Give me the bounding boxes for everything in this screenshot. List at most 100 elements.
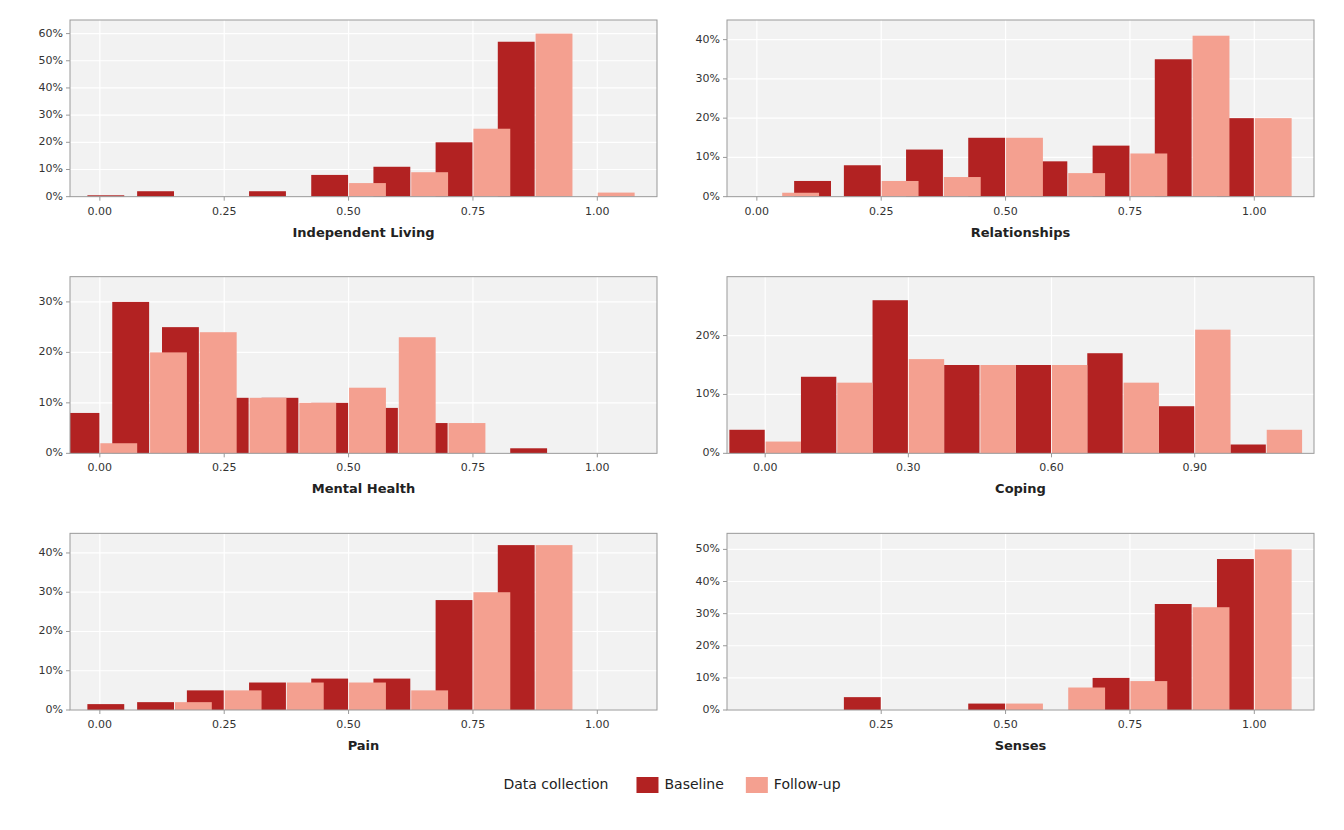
tick-y	[723, 335, 727, 336]
bar	[299, 403, 336, 453]
grid-line-x	[597, 533, 598, 710]
tick-x	[881, 710, 882, 714]
tick-x	[1051, 453, 1052, 457]
bar	[150, 352, 187, 453]
tick-label-y: 40%	[696, 33, 720, 46]
bar	[137, 191, 174, 196]
tick-label-y: 10%	[696, 387, 720, 400]
tick-x	[908, 453, 909, 457]
tick-label-y: 20%	[696, 329, 720, 342]
axis-label-x: Independent Living	[293, 225, 435, 240]
bar	[225, 690, 262, 710]
grid	[727, 277, 1314, 454]
tick-y	[723, 157, 727, 158]
tick-y	[723, 118, 727, 119]
grid-line-x	[348, 277, 349, 454]
bar	[1255, 118, 1292, 197]
tick-label-y: 40%	[39, 81, 63, 94]
tick-label-y: 0%	[703, 446, 720, 459]
tick-x	[348, 710, 349, 714]
tick-label-x: 0.25	[869, 718, 894, 731]
tick-label-x: 0.50	[993, 718, 1018, 731]
tick-y	[66, 402, 70, 403]
tick-x	[756, 197, 757, 201]
bar	[449, 423, 486, 453]
grid-line-x	[1005, 533, 1006, 710]
tick-x	[1254, 710, 1255, 714]
bar	[1052, 365, 1087, 453]
bar	[1195, 330, 1230, 454]
bar	[729, 430, 764, 454]
tick-y	[66, 196, 70, 197]
bar	[473, 592, 510, 710]
grid-line-x	[1129, 533, 1130, 710]
chart-figure: 0%10%20%30%40%50%60%0.000.250.500.751.00…	[0, 0, 1344, 830]
bar	[1193, 36, 1230, 197]
frame	[727, 277, 1314, 454]
grid-line-x	[1005, 20, 1006, 197]
bar	[87, 704, 124, 710]
tick-y	[723, 677, 727, 678]
tick-label-y: 10%	[696, 150, 720, 163]
grid-line-x	[597, 277, 598, 454]
tick-label-y: 10%	[39, 162, 63, 175]
tick-y	[66, 87, 70, 88]
tick-label-x: 0.75	[1118, 718, 1143, 731]
bar	[1016, 365, 1051, 453]
bar	[411, 172, 448, 196]
bar	[1230, 445, 1265, 454]
grid-line-x	[224, 20, 225, 197]
tick-label-y: 20%	[39, 135, 63, 148]
bar	[782, 193, 819, 197]
tick-x	[348, 197, 349, 201]
tick-label-y: 0%	[46, 446, 63, 459]
bar	[1006, 138, 1043, 197]
bar	[944, 365, 979, 453]
tick-label-x: 0.30	[896, 461, 921, 474]
tick-y	[66, 710, 70, 711]
grid-line-x	[1051, 277, 1052, 454]
tick-x	[348, 453, 349, 457]
tick-x	[224, 453, 225, 457]
tick-x	[765, 453, 766, 457]
grid-line-x	[472, 20, 473, 197]
tick-y	[723, 613, 727, 614]
tick-x	[224, 197, 225, 201]
tick-label-x: 0.25	[869, 205, 894, 218]
bar	[349, 183, 386, 197]
tick-label-y: 20%	[39, 345, 63, 358]
tick-y	[723, 196, 727, 197]
legend: Data collectionBaselineFollow-up	[503, 776, 840, 793]
bar	[1193, 607, 1230, 710]
tick-label-x: 0.50	[993, 205, 1018, 218]
bars	[729, 300, 1302, 453]
bar	[1087, 353, 1122, 453]
grid-line-x	[99, 277, 100, 454]
background	[0, 0, 1344, 830]
plot-area	[727, 533, 1314, 710]
legend-title: Data collection	[503, 776, 608, 792]
bars	[87, 545, 572, 710]
frame	[70, 277, 657, 454]
tick-label-y: 0%	[703, 703, 720, 716]
axis-label-x: Mental Health	[312, 481, 415, 496]
grid-line-x	[765, 277, 766, 454]
tick-y	[66, 301, 70, 302]
tick-y	[723, 645, 727, 646]
tick-x	[597, 453, 598, 457]
bars	[70, 302, 547, 453]
tick-x	[597, 197, 598, 201]
bar	[349, 388, 386, 454]
tick-y	[66, 169, 70, 170]
tick-x	[99, 453, 100, 457]
tick-y	[66, 592, 70, 593]
tick-label-x: 1.00	[1242, 205, 1267, 218]
tick-label-x: 0.00	[88, 718, 113, 731]
tick-label-y: 30%	[696, 607, 720, 620]
grid-line-x	[1254, 533, 1255, 710]
tick-label-x: 0.75	[1118, 205, 1143, 218]
bar	[980, 365, 1015, 453]
bar	[112, 302, 149, 453]
plot-area	[70, 277, 657, 454]
tick-label-x: 0.50	[336, 718, 361, 731]
